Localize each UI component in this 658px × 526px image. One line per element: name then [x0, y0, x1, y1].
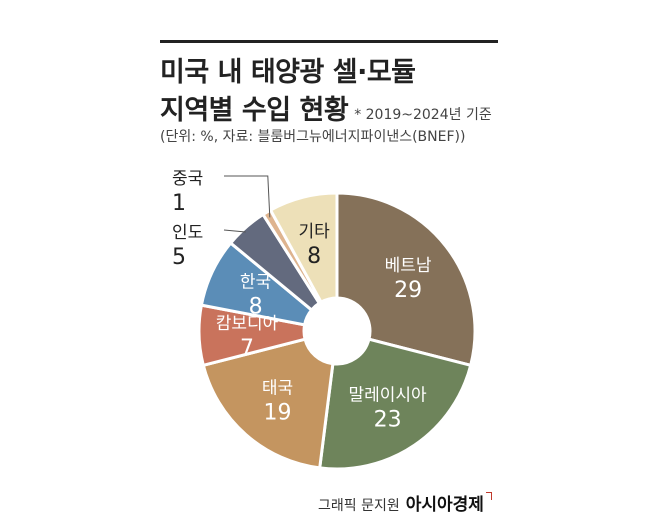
slice-기타: [268, 191, 339, 305]
slice-베트남: [335, 191, 477, 368]
slice-value-태국: 19: [263, 401, 291, 426]
slice-label-기타: 기타: [298, 222, 330, 242]
credit-line: 그래픽 문지원 아시아경제: [318, 490, 492, 515]
slice-label-태국: 태국: [262, 379, 293, 399]
chart-title-line2: 지역별 수입 현황 * 2019~2024년 기준: [160, 88, 492, 127]
slice-value-베트남: 29: [394, 278, 422, 303]
title-rule: [160, 40, 498, 43]
slice-label-베트남: 베트남: [385, 256, 432, 276]
brand-mark-icon: [485, 492, 492, 500]
leader-line-중국: [224, 175, 271, 218]
slice-label-인도: 인도: [172, 223, 203, 243]
slice-label-말레이시아: 말레이시아: [348, 385, 427, 405]
slice-value-캄보디아: 7: [240, 336, 254, 361]
slice-말레이시아: [318, 337, 473, 471]
slice-value-기타: 8: [307, 244, 321, 269]
slice-value-중국: 1: [172, 191, 186, 216]
slice-label-중국: 중국: [172, 169, 203, 189]
unit-source-note: (단위: %, 자료: 블룸버그뉴에너지파이낸스(BNEF)): [160, 129, 466, 145]
brand-name: 아시아경제: [405, 495, 484, 515]
graphic-credit: 그래픽 문지원: [318, 498, 400, 514]
slice-label-캄보디아: 캄보디아: [216, 314, 279, 334]
slice-value-인도: 5: [172, 245, 186, 270]
slice-value-말레이시아: 23: [374, 407, 402, 432]
slice-value-한국: 8: [249, 295, 263, 320]
chart-title-line1: 미국 내 태양광 셀·모듈: [160, 57, 416, 88]
slice-label-한국: 한국: [240, 273, 271, 293]
period-note: * 2019~2024년 기준: [354, 107, 492, 123]
chart-title-text: 지역별 수입 현황: [160, 95, 349, 126]
slice-태국: [201, 337, 335, 470]
leader-line-인도: [223, 229, 246, 233]
